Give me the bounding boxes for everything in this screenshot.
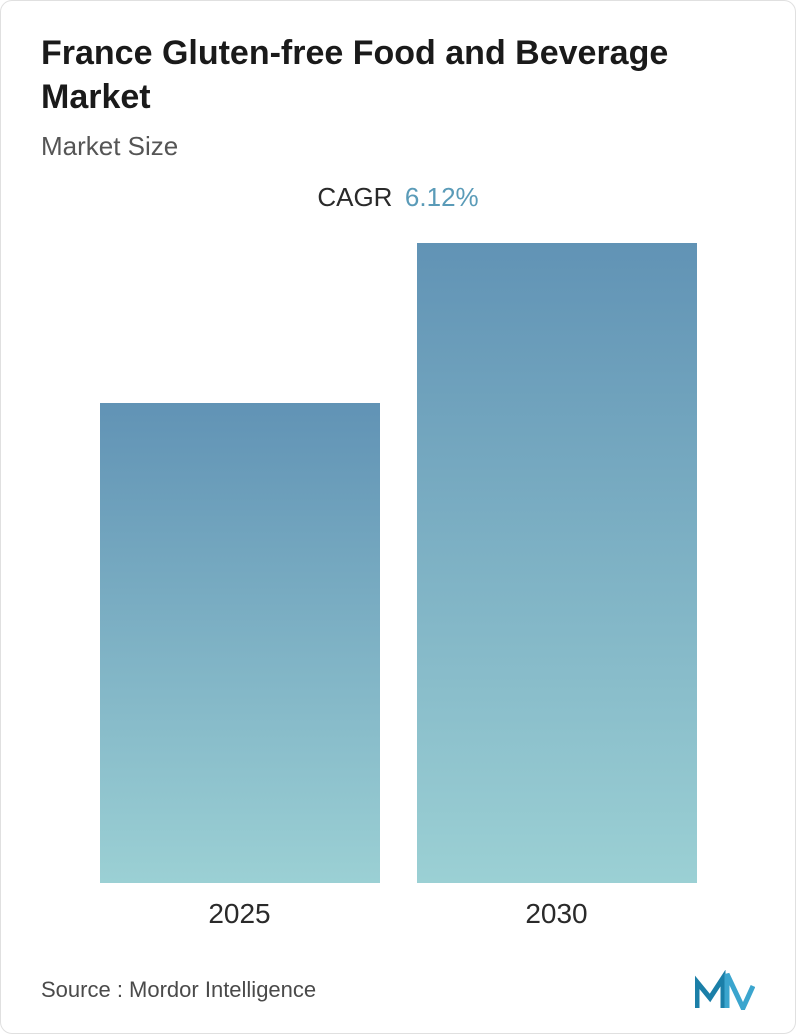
chart-title: France Gluten-free Food and Beverage Mar… [41, 31, 755, 119]
bar-label-0: 2025 [208, 898, 270, 930]
source-text: Source : Mordor Intelligence [41, 977, 316, 1003]
mordor-logo-icon [695, 970, 755, 1010]
bar-0 [100, 403, 380, 883]
chart-container: France Gluten-free Food and Beverage Mar… [1, 1, 795, 1033]
chart-subtitle: Market Size [41, 131, 755, 162]
bar-1 [417, 243, 697, 883]
footer: Source : Mordor Intelligence [41, 950, 755, 1010]
bar-label-1: 2030 [525, 898, 587, 930]
chart-area: 2025 2030 [41, 243, 755, 950]
cagr-row: CAGR 6.12% [41, 182, 755, 213]
cagr-label: CAGR [317, 182, 392, 212]
cagr-value: 6.12% [405, 182, 479, 212]
bar-group-0: 2025 [100, 403, 380, 930]
bar-group-1: 2030 [417, 243, 697, 930]
